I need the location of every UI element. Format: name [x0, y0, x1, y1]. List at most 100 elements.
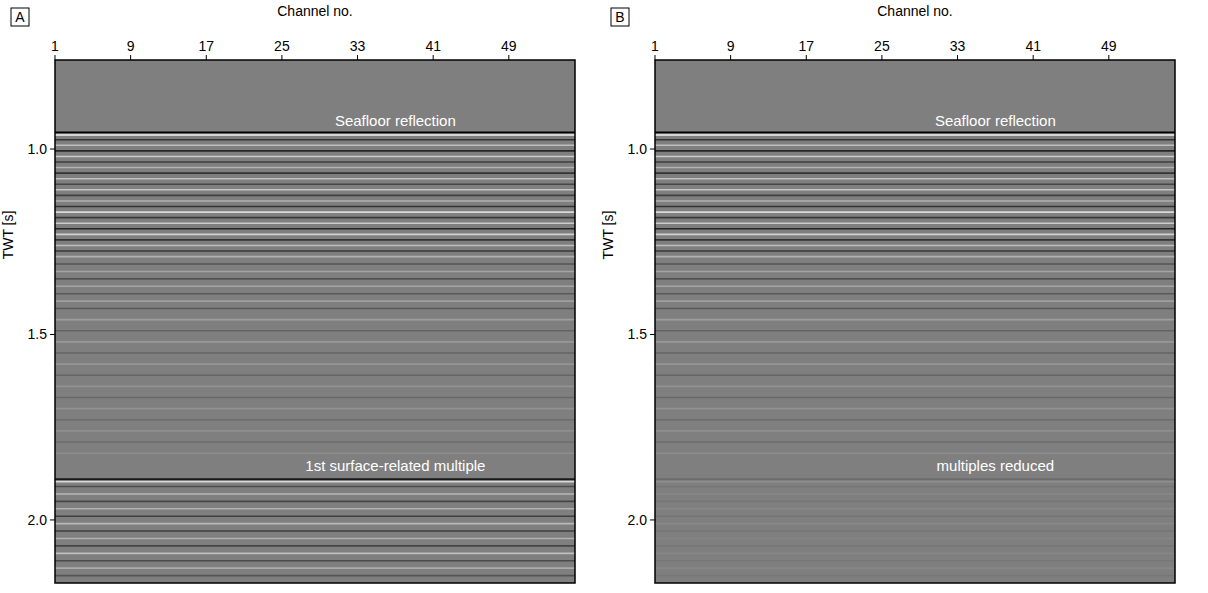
panel: 191725334149Channel no.1.01.52.0TWT [s]B… — [600, 3, 1175, 583]
reflector — [655, 430, 1175, 432]
reflector — [655, 293, 1175, 295]
reflector — [655, 419, 1175, 421]
reflector — [655, 150, 1175, 152]
panel-letter-text: B — [615, 9, 624, 25]
reflector — [55, 234, 575, 236]
x-tick — [55, 55, 56, 60]
reflector — [55, 386, 575, 388]
x-tick-label: 25 — [874, 38, 890, 54]
reflector — [655, 134, 1175, 136]
reflector — [655, 452, 1175, 454]
reflector — [55, 508, 575, 510]
reflector — [55, 206, 575, 208]
reflector — [655, 481, 1175, 483]
reflector — [55, 363, 575, 365]
reflector — [655, 132, 1175, 134]
reflector — [55, 293, 575, 295]
reflector — [655, 228, 1175, 230]
annotation: Seafloor reflection — [935, 112, 1056, 129]
reflector — [655, 515, 1175, 517]
x-tick-label: 41 — [425, 38, 441, 54]
reflector — [55, 200, 575, 202]
reflector — [655, 330, 1175, 332]
reflector — [655, 206, 1175, 208]
x-tick-label: 33 — [350, 38, 366, 54]
reflector — [655, 486, 1175, 488]
reflector — [55, 172, 575, 174]
reflector — [655, 234, 1175, 236]
reflector — [655, 386, 1175, 388]
reflector — [55, 430, 575, 432]
reflector — [55, 156, 575, 158]
x-tick — [881, 55, 882, 60]
reflector — [655, 145, 1175, 147]
reflector — [55, 228, 575, 230]
reflector — [55, 132, 575, 134]
traces — [55, 132, 575, 575]
reflector — [655, 530, 1175, 532]
x-axis-title: Channel no. — [877, 3, 953, 19]
x-tick — [508, 55, 509, 60]
reflector — [55, 515, 575, 517]
y-axis-title: TWT [s] — [0, 211, 16, 260]
reflector — [655, 189, 1175, 191]
x-tick-label: 49 — [1101, 38, 1117, 54]
plot-background — [55, 60, 575, 583]
reflector — [655, 278, 1175, 280]
reflector — [55, 134, 575, 136]
panel-letter-text: A — [15, 9, 25, 25]
reflector — [655, 211, 1175, 213]
reflector — [655, 538, 1175, 540]
reflector — [655, 560, 1175, 562]
plot-background — [655, 60, 1175, 583]
reflector — [655, 222, 1175, 224]
reflector — [655, 545, 1175, 547]
y-tick-label: 1.5 — [28, 326, 48, 342]
reflector — [655, 352, 1175, 354]
reflector — [55, 352, 575, 354]
reflector — [655, 167, 1175, 169]
x-tick — [957, 55, 958, 60]
reflector — [655, 478, 1175, 480]
frame — [55, 60, 575, 583]
reflector — [55, 245, 575, 247]
reflector — [55, 441, 575, 443]
x-tick — [433, 55, 434, 60]
y-tick — [650, 149, 655, 150]
reflector — [55, 139, 575, 141]
panel-letter: A — [11, 8, 29, 26]
reflector — [55, 481, 575, 483]
reflector — [55, 239, 575, 241]
y-tick-label: 2.0 — [28, 512, 48, 528]
reflector — [655, 575, 1175, 577]
reflector — [55, 419, 575, 421]
reflector — [655, 508, 1175, 510]
reflector — [655, 397, 1175, 399]
reflector — [655, 308, 1175, 310]
reflector — [55, 567, 575, 569]
x-tick — [806, 55, 807, 60]
reflector — [655, 493, 1175, 495]
x-tick — [357, 55, 358, 60]
reflector — [55, 553, 575, 555]
y-tick — [50, 519, 55, 520]
reflector — [55, 575, 575, 577]
traces — [655, 132, 1175, 575]
reflector — [55, 374, 575, 376]
reflector — [655, 553, 1175, 555]
y-tick — [650, 334, 655, 335]
annotation: Seafloor reflection — [335, 112, 456, 129]
reflector — [55, 178, 575, 180]
x-tick-label: 49 — [501, 38, 517, 54]
reflector — [655, 285, 1175, 287]
reflector — [655, 271, 1175, 273]
reflector — [655, 341, 1175, 343]
reflector — [55, 211, 575, 213]
reflector — [655, 200, 1175, 202]
reflector — [55, 397, 575, 399]
x-tick — [1108, 55, 1109, 60]
reflector — [55, 161, 575, 163]
panel-letter: B — [611, 8, 629, 26]
x-tick-label: 9 — [727, 38, 735, 54]
frame — [655, 60, 1175, 583]
